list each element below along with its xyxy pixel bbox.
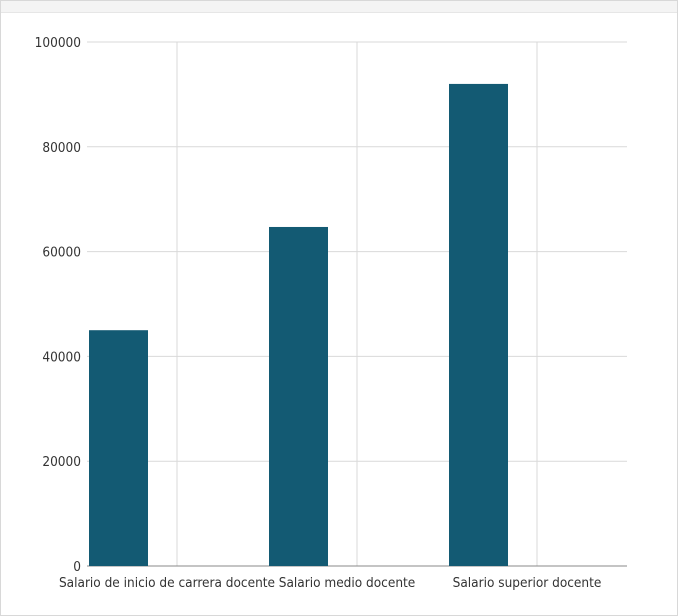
grid-lines xyxy=(87,41,627,567)
y-axis-ticks: 0 20000 40000 60000 80000 100000 xyxy=(35,35,81,575)
bar-2 xyxy=(269,226,328,567)
bar-3 xyxy=(449,83,508,567)
y-tick-label: 80000 xyxy=(42,140,81,156)
x-axis-categories: Salario de inicio de carrera docente Sala… xyxy=(59,575,601,591)
bars xyxy=(89,83,508,567)
y-tick-label: 100000 xyxy=(35,35,81,51)
y-tick-label: 40000 xyxy=(42,349,81,365)
y-tick-label: 20000 xyxy=(42,454,81,470)
panel-top-bar xyxy=(1,1,677,13)
y-tick-label: 60000 xyxy=(42,245,81,261)
x-category-label: Salario de inicio de carrera docente xyxy=(59,575,275,591)
y-tick-label: 0 xyxy=(73,559,81,575)
x-category-label: Salario superior docente xyxy=(453,575,602,591)
bar-1 xyxy=(89,330,148,566)
x-category-label: Salario medio docente xyxy=(279,575,416,591)
